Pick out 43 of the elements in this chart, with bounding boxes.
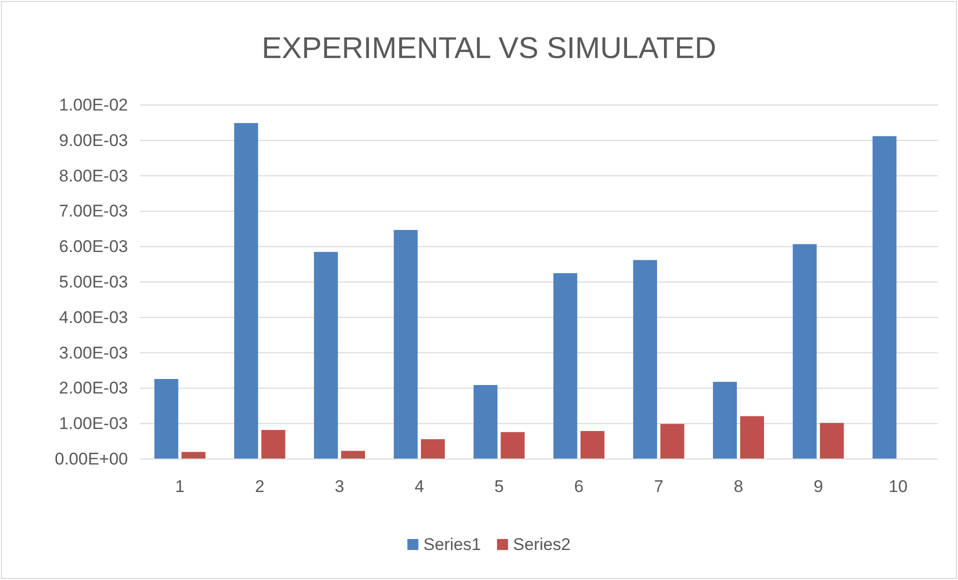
bar bbox=[341, 450, 366, 459]
x-tick-label: 7 bbox=[654, 477, 664, 496]
bar bbox=[820, 422, 844, 459]
y-tick-label: 3.00E-03 bbox=[59, 343, 128, 362]
x-tick-label: 10 bbox=[888, 477, 908, 496]
legend-label: Series2 bbox=[513, 535, 571, 554]
x-tick-label: 5 bbox=[494, 477, 504, 496]
x-tick-label: 8 bbox=[734, 477, 744, 496]
bar bbox=[633, 260, 658, 459]
bar bbox=[154, 378, 178, 459]
y-tick-label: 7.00E-03 bbox=[59, 202, 128, 221]
bar bbox=[580, 431, 604, 459]
x-tick-label: 2 bbox=[254, 477, 264, 496]
y-tick-label: 4.00E-03 bbox=[59, 308, 128, 327]
bar bbox=[182, 452, 206, 459]
x-tick-label: 3 bbox=[334, 477, 344, 496]
y-tick-label: 1.00E-03 bbox=[59, 414, 128, 434]
y-tick-label: 2.00E-03 bbox=[59, 378, 128, 398]
x-tick-label: 9 bbox=[814, 477, 824, 496]
chart-title: EXPERIMENTAL VS SIMULATED bbox=[262, 32, 716, 65]
y-tick-label: 9.00E-03 bbox=[59, 130, 128, 150]
y-tick-label: 1.00E-02 bbox=[59, 95, 128, 114]
x-tick-label: 1 bbox=[175, 477, 185, 496]
y-tick-label: 8.00E-03 bbox=[59, 166, 128, 186]
bar bbox=[314, 252, 338, 459]
bar bbox=[872, 136, 896, 459]
bar bbox=[660, 424, 684, 459]
x-tick-label: 4 bbox=[414, 477, 424, 496]
y-tick-label: 5.00E-03 bbox=[59, 272, 128, 292]
bar bbox=[740, 416, 764, 459]
legend-label: Series1 bbox=[423, 535, 481, 554]
bar bbox=[474, 385, 498, 459]
bar bbox=[394, 230, 418, 459]
y-tick-label: 0.00E+00 bbox=[54, 449, 128, 468]
bar bbox=[712, 382, 737, 459]
y-tick-label: 6.00E-03 bbox=[59, 237, 128, 256]
bar bbox=[500, 432, 525, 459]
x-tick-label: 6 bbox=[574, 477, 584, 496]
bar bbox=[261, 430, 286, 459]
bar bbox=[553, 273, 578, 459]
bar bbox=[234, 123, 258, 459]
bar bbox=[420, 439, 445, 459]
bar bbox=[792, 244, 817, 459]
